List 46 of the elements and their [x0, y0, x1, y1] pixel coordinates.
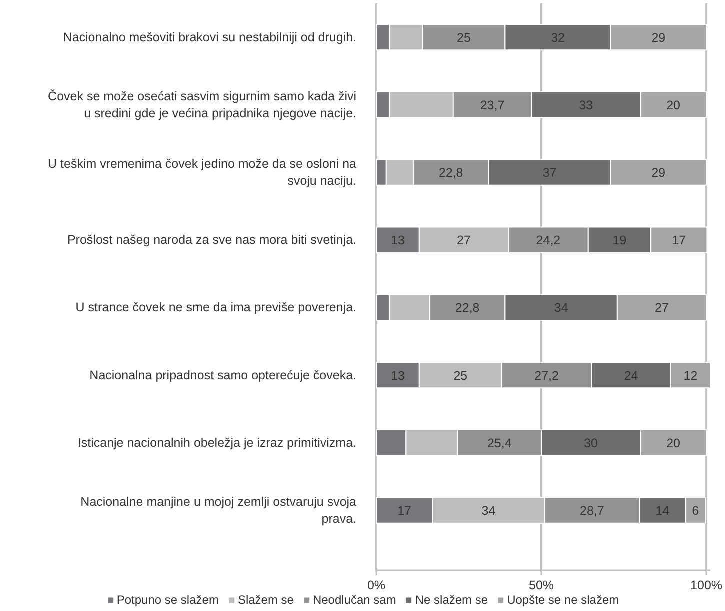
data-label: 24,2 [536, 234, 561, 248]
x-tick-label: 100% [690, 578, 723, 592]
y-tick-label: U teškim vremenima čovek jedino može da se osloni na svoju naciju. [48, 157, 357, 188]
x-tick-label: 0% [367, 578, 386, 592]
data-label: 25 [457, 30, 471, 45]
data-label: 33 [579, 98, 594, 112]
data-label: 23,7 [480, 98, 505, 112]
y-tick-label: U strance čovek ne sme da ima previše poverenja. [76, 300, 357, 315]
data-label: 6 [692, 504, 700, 518]
data-label: 25 [454, 368, 468, 383]
data-label: 37 [542, 166, 557, 180]
data-label: 17 [398, 504, 412, 518]
y-tick-label: Isticanje nacionalnih obeležja je izraz primitivizma. [78, 436, 357, 450]
data-label: 20 [666, 436, 681, 450]
y-tick-label: Nacionalne manjine u mojoj zemlji ostvaruju svoja prava. [80, 495, 357, 526]
legend-label: Slažem se [238, 593, 294, 607]
data-label: 32 [551, 30, 566, 45]
y-tick-label: Nacionalna pripadnost samo opterećuje čoveka. [90, 368, 356, 382]
data-label: 25,4 [487, 436, 512, 450]
data-label: 13 [391, 368, 405, 383]
data-label: 28,7 [580, 504, 604, 518]
data-label: 22,8 [455, 301, 480, 316]
legend-label: Neodlučan sam [312, 593, 396, 607]
legend-label: Potpuno se slažem [116, 593, 219, 607]
data-label: 14 [656, 504, 670, 518]
data-label: 30 [584, 436, 598, 450]
data-label: 29 [652, 30, 666, 45]
y-tick-label: Prošlost našeg naroda za sve nas mora biti svetinja. [67, 233, 357, 248]
legend-label: Ne slažem se [415, 593, 488, 607]
legend-label: Uopšte se ne slažem [507, 593, 620, 607]
data-label: 19 [612, 234, 627, 248]
data-label: 27,2 [534, 368, 560, 383]
data-label: 34 [482, 504, 496, 518]
data-label: 12 [684, 368, 698, 383]
data-label: 27 [655, 301, 669, 316]
data-label: 20 [666, 98, 681, 112]
y-tick-label: Čovek se može osećati sasvim sigurnim samo kada živi u sredini gde je većina pripadnika njegove nacije. [48, 90, 357, 120]
data-label: 27 [457, 234, 471, 248]
x-tick-label: 50% [529, 578, 554, 592]
data-label: 17 [672, 234, 686, 248]
data-label: 13 [391, 234, 405, 248]
data-label: 24 [624, 368, 638, 383]
y-tick-label: Nacionalno mešoviti brakovi su nestabilniji od drugih. [63, 30, 357, 44]
data-label: 29 [652, 166, 666, 180]
data-label: 22,8 [438, 166, 464, 180]
data-label: 34 [554, 301, 568, 316]
